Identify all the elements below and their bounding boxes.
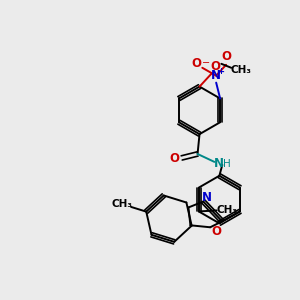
Text: O: O: [221, 50, 231, 63]
Text: N: N: [202, 191, 212, 204]
Text: CH₃: CH₃: [111, 199, 132, 209]
Text: O: O: [170, 152, 180, 165]
Text: −: −: [202, 58, 210, 68]
Text: O: O: [211, 225, 221, 238]
Text: N: N: [211, 69, 221, 82]
Text: CH₃: CH₃: [231, 65, 252, 75]
Text: O: O: [191, 57, 201, 70]
Text: O: O: [210, 60, 220, 73]
Text: N: N: [214, 158, 224, 170]
Text: CH₃: CH₃: [217, 206, 238, 215]
Text: +: +: [218, 67, 225, 76]
Text: H: H: [224, 159, 231, 169]
